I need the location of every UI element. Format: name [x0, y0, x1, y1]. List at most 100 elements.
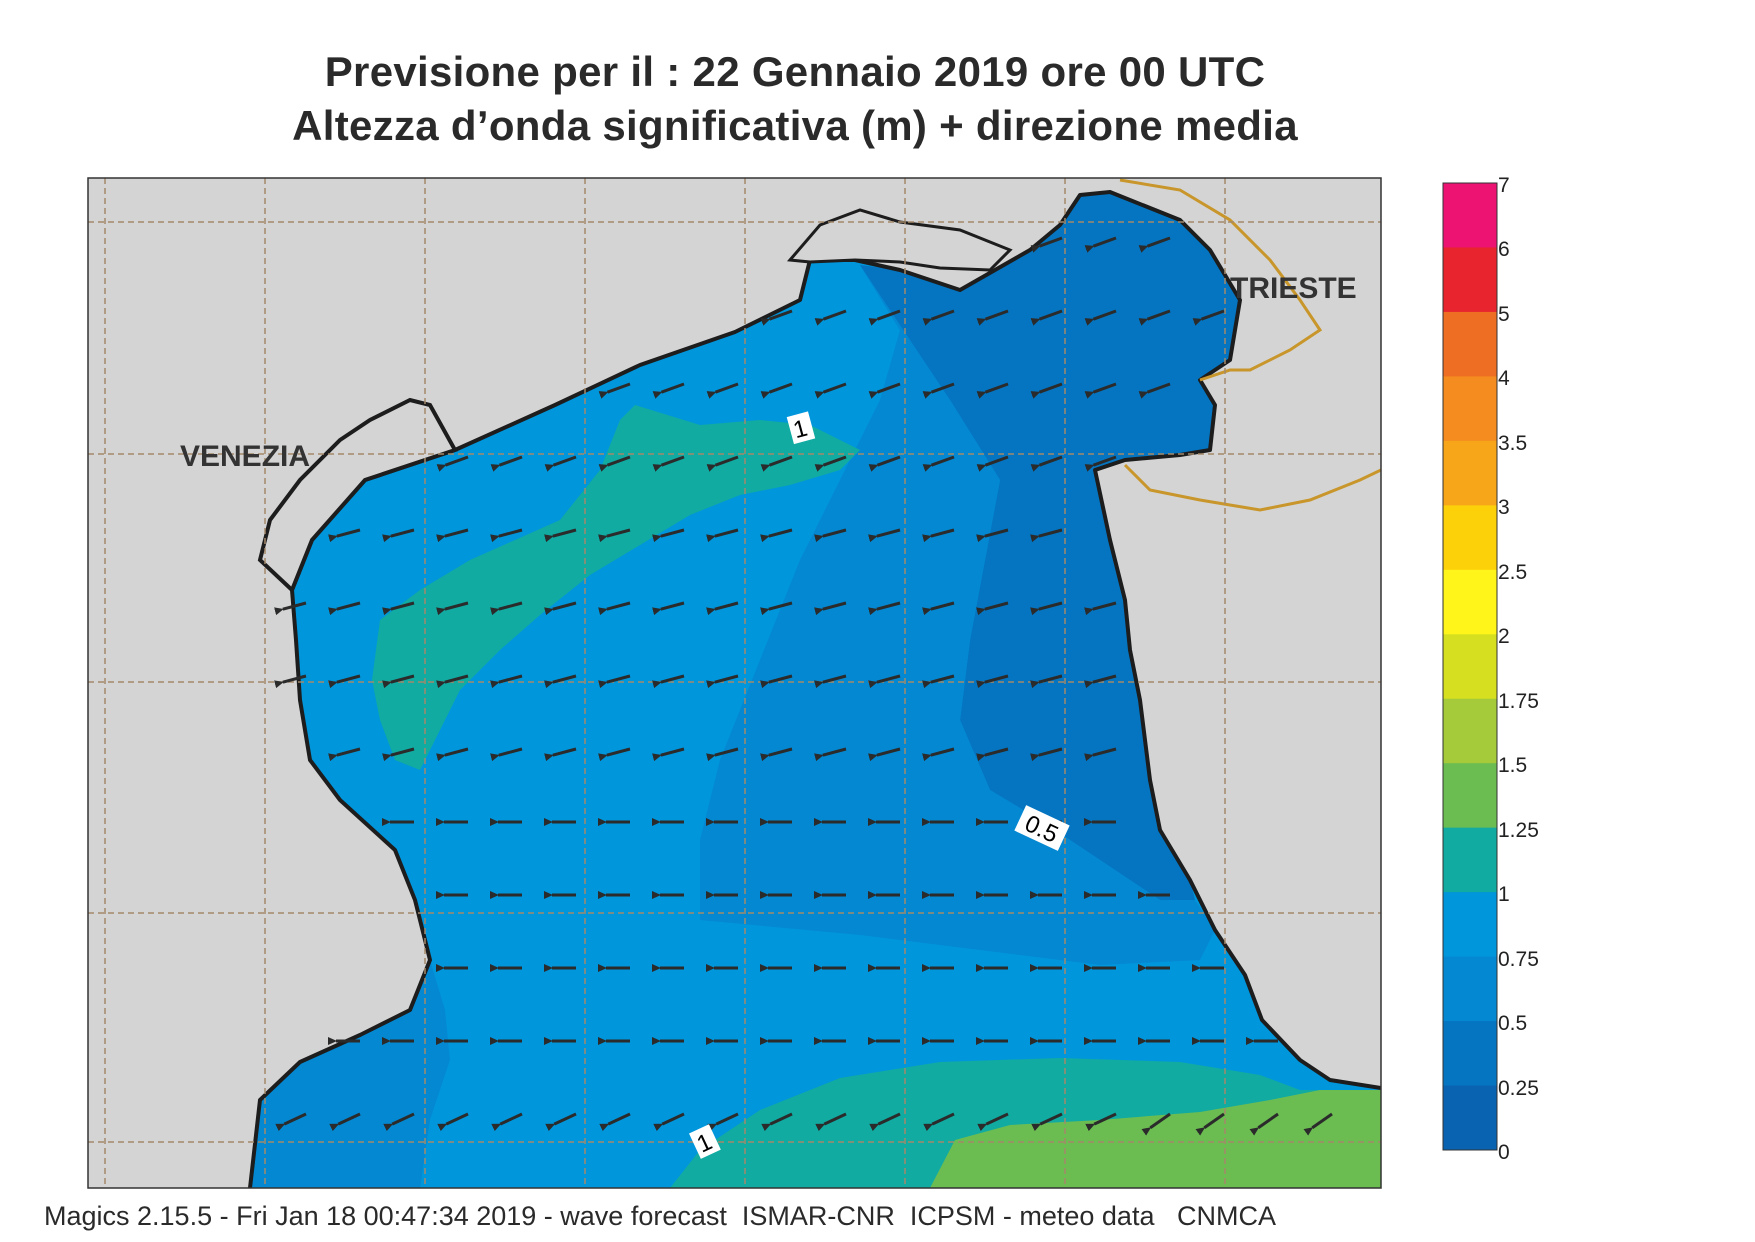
sea-green-region: [930, 1090, 1381, 1188]
wave-arrow: [1030, 309, 1063, 326]
wave-arrow: [328, 747, 361, 762]
wave-arrow: [274, 674, 307, 689]
legend-label: 0.5: [1498, 1012, 1528, 1036]
wave-arrow: [760, 455, 793, 472]
graticule: [88, 178, 1381, 1188]
wave-arrow: [976, 528, 1009, 543]
wave-arrow: [1138, 236, 1171, 253]
wave-arrow: [1192, 309, 1225, 326]
wave-arrow: [436, 601, 469, 616]
wave-direction-arrows: [274, 236, 1333, 1136]
legend-label: 0: [1498, 1141, 1510, 1164]
title-line-2: Altezza d’onda significativa (m) + direz…: [292, 102, 1298, 149]
legend-swatch: [1443, 505, 1497, 571]
wave-arrow: [652, 382, 685, 399]
wave-arrow: [544, 455, 577, 472]
legend-swatch: [1443, 1021, 1497, 1087]
wave-arrow: [544, 747, 577, 762]
legend-label: 1.25: [1498, 818, 1539, 842]
wave-arrow: [706, 382, 739, 399]
map-frame: [87, 177, 1382, 1189]
wave-arrow: [922, 747, 955, 762]
legend-label: 5: [1498, 302, 1510, 326]
wave-arrow: [1138, 382, 1171, 399]
wave-arrow: [652, 528, 685, 543]
wave-arrow: [1084, 382, 1117, 399]
wave-arrow: [814, 528, 847, 543]
wave-arrow: [328, 601, 361, 616]
legend-swatch: [1443, 569, 1497, 635]
legend-label: 3: [1498, 496, 1510, 520]
wave-arrow: [1030, 528, 1063, 543]
wave-arrow: [1030, 601, 1063, 616]
wave-arrow: [814, 674, 847, 689]
legend-label: 1.75: [1498, 689, 1539, 713]
wave-arrow: [652, 674, 685, 689]
wave-arrow: [1030, 382, 1063, 399]
wave-arrow: [976, 747, 1009, 762]
wave-arrow: [814, 601, 847, 616]
wave-arrow: [922, 455, 955, 472]
wave-arrow: [706, 455, 739, 472]
footer-credits: Magics 2.15.5 - Fri Jan 18 00:47:34 2019…: [44, 1201, 1276, 1231]
venice-lagoon: [257, 397, 458, 594]
wave-arrow: [814, 382, 847, 399]
wave-arrow: [490, 455, 523, 472]
legend-label: 7: [1498, 174, 1510, 197]
wave-arrow: [976, 309, 1009, 326]
legend-label: 6: [1498, 238, 1510, 262]
wave-arrow: [868, 528, 901, 543]
wave-arrow: [490, 528, 523, 543]
wave-arrow: [814, 747, 847, 762]
wave-arrow: [923, 1112, 955, 1132]
legend-swatch: [1443, 311, 1497, 377]
wave-arrow: [869, 1112, 901, 1132]
wave-arrow: [274, 601, 307, 616]
wave-arrow: [382, 674, 415, 689]
wave-arrow: [1084, 674, 1117, 689]
wave-arrow: [383, 1112, 415, 1132]
wave-arrow: [1141, 1112, 1171, 1136]
wave-arrow: [599, 1112, 631, 1132]
wave-arrow: [598, 455, 631, 472]
legend-swatch: [1443, 827, 1497, 893]
wave-arrow: [653, 1112, 685, 1132]
wave-arrow: [760, 601, 793, 616]
legend-swatch: [1443, 956, 1497, 1022]
wave-arrow: [544, 601, 577, 616]
wave-arrow: [868, 455, 901, 472]
legend-label: 0.25: [1498, 1076, 1539, 1100]
wave-arrow: [652, 747, 685, 762]
wave-arrow: [436, 747, 469, 762]
coastline: [248, 190, 1381, 1188]
legend-swatch: [1443, 892, 1497, 958]
wave-arrow: [652, 455, 685, 472]
wave-arrow: [1085, 1112, 1117, 1132]
legend-swatch: [1443, 183, 1497, 248]
wave-arrow: [382, 601, 415, 616]
wave-arrow: [1031, 1112, 1063, 1132]
wave-arrow: [814, 455, 847, 472]
wave-arrow: [598, 528, 631, 543]
wave-arrow: [328, 674, 361, 689]
wave-arrow: [1084, 309, 1117, 326]
wave-arrow: [490, 747, 523, 762]
contour-label-bottom: 1: [689, 1124, 721, 1159]
sea-mid-region: [700, 265, 1215, 965]
wave-arrow: [382, 747, 415, 762]
wave-arrow: [760, 309, 793, 326]
wave-arrow: [760, 747, 793, 762]
wave-arrow: [868, 747, 901, 762]
wave-arrow: [545, 1112, 577, 1132]
legend-swatch: [1443, 698, 1497, 764]
wave-arrow: [868, 382, 901, 399]
wave-arrow: [760, 382, 793, 399]
legend-label: 4: [1498, 367, 1510, 391]
legend-frame: [1442, 182, 1498, 1151]
wave-arrow: [598, 382, 631, 399]
legend-swatch: [1443, 440, 1497, 506]
legend-label: 0.75: [1498, 947, 1539, 971]
wave-arrow: [706, 747, 739, 762]
legend-swatch: [1443, 247, 1497, 313]
